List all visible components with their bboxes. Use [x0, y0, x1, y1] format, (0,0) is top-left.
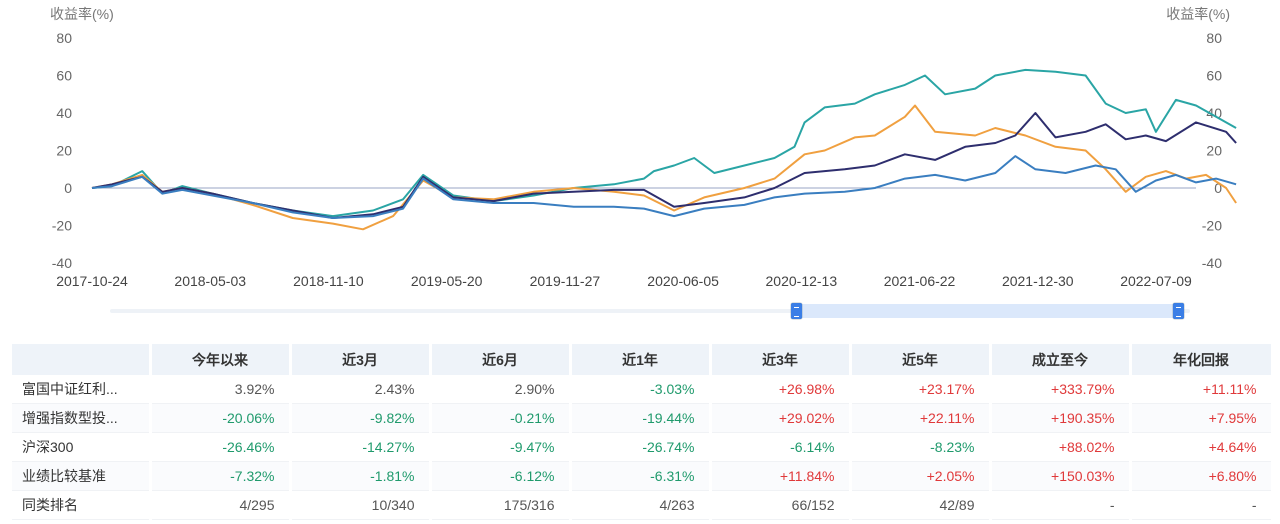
x-tick-label: 2017-10-24	[56, 273, 128, 289]
table-cell: -9.47%	[430, 432, 572, 462]
table-cell: 175/316	[430, 490, 572, 520]
table-cell: +333.79%	[990, 375, 1132, 404]
table-cell: 66/152	[710, 490, 852, 520]
table-cell: 4/263	[570, 490, 712, 520]
column-header: 近3月	[290, 344, 432, 375]
table-cell: -	[990, 490, 1132, 520]
x-tick-label: 2020-06-05	[647, 273, 719, 289]
y-tick-right: -40	[1202, 255, 1222, 271]
y-tick-right: -20	[1202, 218, 1222, 234]
table-cell: +11.11%	[1130, 375, 1274, 404]
series-line-3	[91, 155, 1237, 219]
table-cell: +190.35%	[990, 403, 1132, 433]
table-cell: -8.23%	[850, 432, 992, 462]
slider-selected-range[interactable]	[796, 304, 1178, 318]
series-line-2	[91, 112, 1237, 219]
table-cell: +29.02%	[710, 403, 852, 433]
column-header: 近3年	[710, 344, 852, 375]
performance-table: 今年以来 近3月 近6月 近1年 近3年 近5年 成立至今 年化回报 富国中证红利... 3.9…	[12, 344, 1274, 520]
x-tick-label: 2019-11-27	[530, 273, 601, 289]
table-cell: +150.03%	[990, 461, 1132, 491]
column-header: 成立至今	[990, 344, 1132, 375]
x-tick-label: 2019-05-20	[411, 273, 483, 289]
x-tick-label: 2021-06-22	[884, 273, 956, 289]
y-tick-right: 0	[1214, 180, 1222, 196]
date-range-slider[interactable]	[110, 303, 1190, 319]
return-chart: 收益率(%) 收益率(%) 80 80 60 60 40 40 20 20 0 0 -20 -20 -4…	[50, 6, 1237, 289]
table-cell: -19.44%	[570, 403, 712, 433]
table-cell: +26.98%	[710, 375, 852, 404]
y-tick-left: 80	[56, 30, 72, 46]
row-label: 富国中证红利...	[12, 375, 152, 404]
y-tick-left: -40	[52, 255, 72, 271]
column-header: 年化回报	[1130, 344, 1274, 375]
table-header-row: 今年以来 近3月 近6月 近1年 近3年 近5年 成立至今 年化回报	[12, 344, 1274, 375]
table-row: 同类排名 4/295 10/340 175/316 4/263 66/152 42/89- -	[12, 490, 1274, 520]
y-tick-left: 60	[56, 68, 72, 84]
table-cell: -9.82%	[290, 403, 432, 433]
y-tick-left: 40	[56, 105, 72, 121]
y-tick-left: 20	[56, 143, 72, 159]
table-cell: -3.03%	[570, 375, 712, 404]
table-cell: -20.06%	[150, 403, 292, 433]
y-tick-right: 60	[1206, 68, 1222, 84]
x-tick-label: 2018-11-10	[293, 273, 364, 289]
table-cell: +11.84%	[710, 461, 852, 491]
y-tick-right: 20	[1206, 143, 1222, 159]
table-cell: +2.05%	[850, 461, 992, 491]
y-tick-left: 0	[64, 180, 72, 196]
table-cell: -1.81%	[290, 461, 432, 491]
table-cell: +22.11%	[850, 403, 992, 433]
table-cell: +7.95%	[1130, 403, 1274, 433]
column-header: 近1年	[570, 344, 712, 375]
x-tick-label: 2021-12-30	[1002, 273, 1074, 289]
row-label: 沪深300	[12, 432, 152, 462]
row-label: 增强指数型投...	[12, 403, 152, 433]
table-row: 增强指数型投... -20.06% -9.82% -0.21% -19.44% +29.0…	[12, 403, 1274, 433]
table-cell: -14.27%	[290, 432, 432, 462]
row-label: 同类排名	[12, 490, 152, 520]
table-cell: 42/89	[850, 490, 992, 520]
row-label: 业绩比较基准	[12, 461, 152, 491]
x-tick-label: 2020-12-13	[766, 273, 838, 289]
x-tick-label: 2018-05-03	[174, 273, 246, 289]
table-cell: -0.21%	[430, 403, 572, 433]
table-row: 富国中证红利... 3.92% 2.43% 2.90% -3.03% +26.98% +23…	[12, 375, 1274, 404]
x-tick-label: 2022-07-09	[1120, 273, 1192, 289]
table-cell: -7.32%	[150, 461, 292, 491]
table-cell: +4.64%	[1130, 432, 1274, 462]
slider-handle-end[interactable]	[1173, 303, 1184, 319]
series-line-0	[91, 68, 1237, 218]
table-cell: -	[1130, 490, 1274, 520]
table-cell: 10/340	[290, 490, 432, 520]
table-cell: -26.74%	[570, 432, 712, 462]
table-cell: 4/295	[150, 490, 292, 520]
table-cell: +6.80%	[1130, 461, 1274, 491]
y-tick-left: -20	[52, 218, 72, 234]
table-row: 业绩比较基准 -7.32% -1.81% -6.12% -6.31% +11.84% +2.…	[12, 461, 1274, 491]
y-axis-title-right: 收益率(%)	[1166, 6, 1230, 22]
y-axis-title-left: 收益率(%)	[50, 6, 114, 22]
table-cell: -6.12%	[430, 461, 572, 491]
table-cell: +23.17%	[850, 375, 992, 404]
table-cell: -6.31%	[570, 461, 712, 491]
column-header	[12, 344, 152, 375]
table-cell: -6.14%	[710, 432, 852, 462]
table-cell: +88.02%	[990, 432, 1132, 462]
table-cell: -26.46%	[150, 432, 292, 462]
column-header: 近6月	[430, 344, 572, 375]
table-cell: 2.90%	[430, 375, 572, 404]
table-cell: 2.43%	[290, 375, 432, 404]
column-header: 今年以来	[150, 344, 292, 375]
slider-handle-start[interactable]	[791, 303, 802, 319]
column-header: 近5年	[850, 344, 992, 375]
table-row: 沪深300 -26.46% -14.27% -9.47% -26.74% -6.14% -8…	[12, 432, 1274, 462]
y-tick-right: 80	[1206, 30, 1222, 46]
slider-track[interactable]	[110, 309, 1190, 313]
series-line-1	[91, 104, 1237, 231]
table-cell: 3.92%	[150, 375, 292, 404]
